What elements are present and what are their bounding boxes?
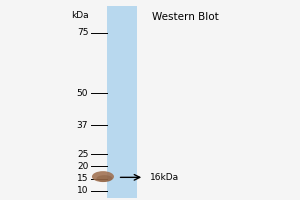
Text: 20: 20 xyxy=(77,162,88,171)
Text: 10: 10 xyxy=(77,186,88,195)
Text: 50: 50 xyxy=(77,89,88,98)
Text: 75: 75 xyxy=(77,28,88,37)
Text: 25: 25 xyxy=(77,150,88,159)
Bar xyxy=(107,6,137,198)
Text: 15: 15 xyxy=(77,174,88,183)
Text: kDa: kDa xyxy=(70,11,88,20)
Text: 16kDa: 16kDa xyxy=(150,173,179,182)
Ellipse shape xyxy=(96,175,112,182)
Text: 37: 37 xyxy=(77,121,88,130)
Ellipse shape xyxy=(92,171,114,182)
Text: Western Blot: Western Blot xyxy=(152,12,219,22)
